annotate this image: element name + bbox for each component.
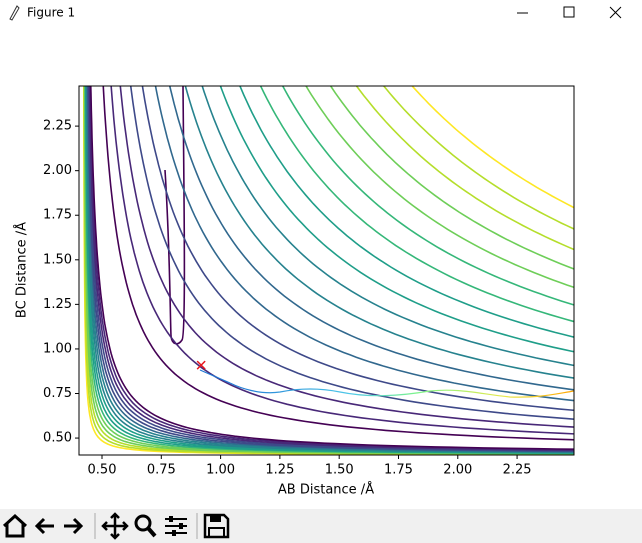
toolbar (0, 509, 642, 543)
x-axis-label: AB Distance /Å (278, 482, 374, 498)
title-bar (0, 0, 642, 27)
contour-line (87, 86, 574, 452)
contour-line (110, 86, 574, 435)
contour-line (84, 86, 574, 455)
contour-line (89, 86, 574, 451)
contour-line (102, 86, 574, 441)
contour-line (86, 86, 574, 453)
contour-line (85, 86, 574, 454)
contour-line (201, 86, 574, 367)
y-tick-label: 1.75 (43, 208, 72, 223)
contour-line (281, 86, 574, 306)
y-tick-label: 2.25 (43, 119, 72, 134)
plot-area (82, 86, 574, 455)
contour-line (259, 86, 574, 323)
pan-button[interactable] (101, 512, 129, 540)
configure-button[interactable] (165, 516, 187, 536)
contour-line (219, 86, 574, 353)
contour-line (89, 86, 574, 450)
y-tick-label: 0.75 (43, 386, 72, 401)
x-tick-label: 1.75 (384, 463, 413, 478)
contour-line (88, 86, 574, 452)
trajectory (199, 369, 231, 384)
y-axis-label: BC Distance /Å (14, 222, 30, 318)
forward-button[interactable] (64, 517, 84, 535)
zoom-button[interactable] (134, 514, 157, 538)
marker (196, 360, 206, 370)
plot-frame (78, 85, 575, 456)
contour-line (86, 86, 574, 453)
contour-line (87, 86, 574, 452)
x-tick-label: 2.00 (443, 463, 472, 478)
contour-line (355, 86, 574, 251)
x-tick-label: 1.25 (265, 463, 294, 478)
contour-line (129, 86, 574, 420)
y-tick-label: 1.25 (43, 297, 72, 312)
save-button[interactable] (203, 513, 230, 539)
contour-line (382, 86, 574, 230)
contour-line (305, 86, 574, 289)
y-tick-label: 1.50 (43, 252, 72, 267)
y-tick-label: 1.00 (43, 341, 72, 356)
contour-line (184, 86, 574, 379)
contour-line (329, 86, 574, 270)
contour-line (239, 86, 574, 338)
x-tick-label: 1.00 (206, 463, 235, 478)
contour-line (164, 86, 186, 345)
close-button[interactable] (609, 6, 622, 19)
window-title: Figure 1 (27, 6, 75, 20)
x-tick-label: 0.75 (147, 463, 176, 478)
contour-line (85, 86, 574, 454)
y-tick-label: 2.00 (43, 163, 72, 178)
back-button[interactable] (34, 517, 54, 535)
contour-line (141, 86, 574, 412)
trajectory (229, 382, 574, 398)
maximize-button[interactable] (563, 6, 575, 18)
app-icon (9, 5, 20, 21)
contour-line (411, 86, 574, 209)
y-tick-label: 0.50 (43, 431, 72, 446)
x-tick-label: 1.50 (325, 463, 354, 478)
x-tick-label: 2.25 (503, 463, 532, 478)
contour-line (154, 86, 574, 402)
contour-line (83, 86, 574, 455)
contour-line (168, 86, 574, 391)
x-tick-label: 0.50 (88, 463, 117, 478)
contour-line (119, 86, 574, 428)
home-button[interactable] (2, 513, 28, 538)
